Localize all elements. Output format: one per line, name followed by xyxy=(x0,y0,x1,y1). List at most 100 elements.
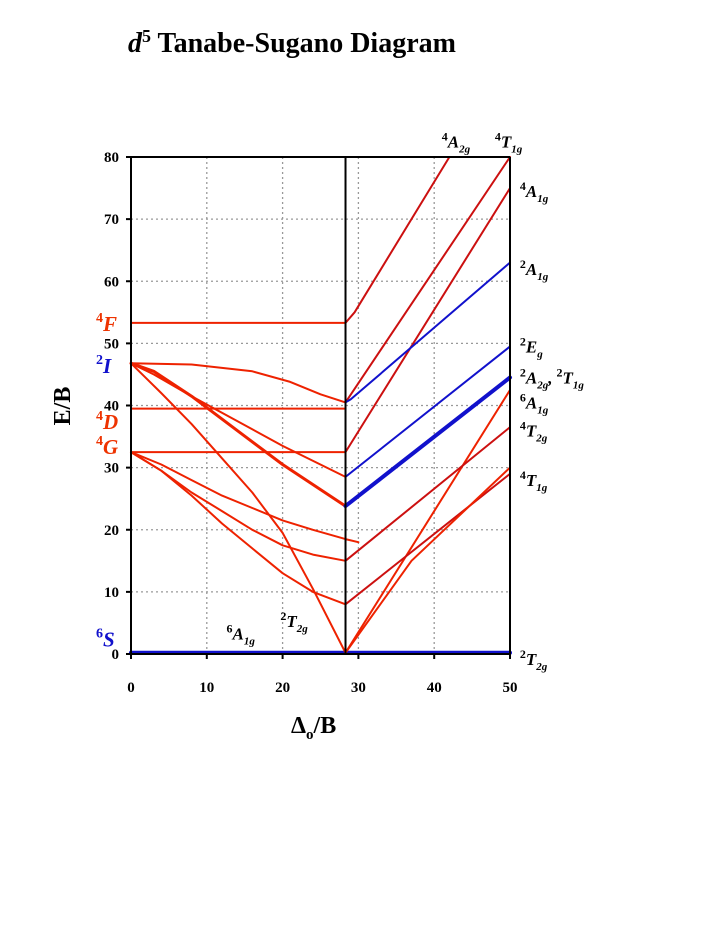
y-tick-label: 20 xyxy=(104,523,119,539)
energy-level-line xyxy=(344,426,511,562)
term-sup: 2 xyxy=(96,353,103,368)
free-ion-term: 4F xyxy=(96,311,117,336)
tick-labels: 0 10 20 30 40 50 0 10 20 30 40 50 60 70 80 xyxy=(104,150,518,696)
free-ion-term: 2I xyxy=(96,353,112,378)
term-letter: A xyxy=(525,369,537,388)
term-letter: G xyxy=(103,435,118,459)
x-tick-label: 20 xyxy=(275,680,290,696)
term-letter: A xyxy=(232,624,244,643)
term-sub: 2g xyxy=(535,432,548,444)
term-letter: T xyxy=(286,612,297,631)
chart-title: d5 Tanabe-Sugano Diagram xyxy=(128,26,456,59)
energy-level-line xyxy=(344,389,511,654)
term-sub: g xyxy=(536,348,543,360)
x-axis-label: Δo/B xyxy=(291,713,336,743)
x-tick-label: 30 xyxy=(351,680,366,696)
y-tick-label: 30 xyxy=(104,461,119,477)
term-sub: 1g xyxy=(536,482,548,494)
term-label: 4A1g xyxy=(520,179,549,205)
y-tick-label: 60 xyxy=(104,274,119,290)
series-layer xyxy=(129,156,512,655)
term-sup: 2 xyxy=(520,334,526,348)
energy-level-line xyxy=(130,362,347,478)
free-ion-term: 6S xyxy=(96,626,115,651)
term-sub: 2g xyxy=(535,661,548,673)
energy-level-line xyxy=(344,345,511,478)
term-letter: A xyxy=(525,182,537,201)
term-letter: A xyxy=(447,132,459,151)
energy-level-line xyxy=(129,361,347,508)
y-tick-label: 70 xyxy=(104,212,119,228)
term-letter: E xyxy=(525,337,537,356)
term-label: 4T1g xyxy=(520,468,548,494)
grid xyxy=(131,157,510,654)
y-tick-label: 0 xyxy=(112,647,120,663)
term-sub: 1g xyxy=(511,143,522,155)
energy-level-line xyxy=(130,362,347,654)
term-label: 4T2g xyxy=(520,418,548,444)
term-sup: 4 xyxy=(442,129,448,143)
term-letter: A xyxy=(525,260,537,279)
term-sub: 1g xyxy=(537,404,549,416)
term-letter: D xyxy=(102,410,118,434)
y-tick-label: 10 xyxy=(104,585,119,601)
energy-level-line xyxy=(130,451,347,606)
term-label: 2A2g, 2T1g xyxy=(520,366,584,392)
y-tick-label: 50 xyxy=(104,336,119,352)
term-sup: 6 xyxy=(96,626,103,641)
term-letter: T xyxy=(526,471,537,490)
energy-level-line xyxy=(130,451,347,562)
term-sup: 4 xyxy=(520,468,526,482)
term-sub: 2g xyxy=(458,143,471,155)
term-label: 2A1g xyxy=(520,257,549,283)
y-tick-label: 80 xyxy=(104,150,119,166)
energy-level-line xyxy=(344,261,511,404)
energy-level-line xyxy=(130,362,347,404)
term-letter: I xyxy=(102,354,112,378)
y-axis-label: E/B xyxy=(50,387,76,426)
term-letter: S xyxy=(103,627,115,651)
term-sup: 2 xyxy=(520,257,526,271)
term-sup: 2 xyxy=(520,366,526,380)
term-sub: 1g xyxy=(537,193,549,205)
term-sub: 2g xyxy=(536,380,549,392)
term-sup: 4 xyxy=(96,409,103,424)
term-sub: 1g xyxy=(537,271,549,283)
energy-level-line xyxy=(344,156,451,324)
term-letter: T xyxy=(526,650,537,669)
term-sup: 4 xyxy=(520,418,526,432)
term-letter: A xyxy=(525,393,537,412)
term-label: 2T2g xyxy=(520,647,548,673)
term-label: 6A1g xyxy=(227,621,256,647)
energy-level-line xyxy=(343,375,512,509)
term-sub: 1g xyxy=(244,635,256,647)
term-label: 4A2g xyxy=(442,129,471,155)
term-label: 6A1g xyxy=(520,390,549,416)
energy-level-line xyxy=(344,156,511,404)
plot-frame xyxy=(126,156,511,659)
term-sup: 4 xyxy=(96,311,103,326)
term-sup: 2 xyxy=(280,609,286,623)
energy-level-line xyxy=(344,187,511,454)
term-sup: 6 xyxy=(227,621,233,635)
free-ion-term: 4G xyxy=(96,434,118,459)
term-sup: 4 xyxy=(96,434,103,449)
term-sub: 2g xyxy=(296,623,309,635)
term-sup: 2 xyxy=(556,366,562,380)
free-ion-term: 4D xyxy=(96,409,118,434)
term-sub: 1g xyxy=(573,380,585,392)
term-comma: , xyxy=(547,369,552,388)
term-letter: T xyxy=(526,421,537,440)
term-sup: 4 xyxy=(520,179,526,193)
x-tick-label: 50 xyxy=(503,680,518,696)
term-letter: T xyxy=(501,132,512,151)
energy-level-line xyxy=(130,451,360,544)
y-tick-label: 40 xyxy=(104,399,119,415)
x-tick-label: 40 xyxy=(427,680,442,696)
energy-level-line xyxy=(344,472,511,606)
term-label: 4T1g xyxy=(495,129,523,155)
term-letter: T xyxy=(562,369,573,388)
